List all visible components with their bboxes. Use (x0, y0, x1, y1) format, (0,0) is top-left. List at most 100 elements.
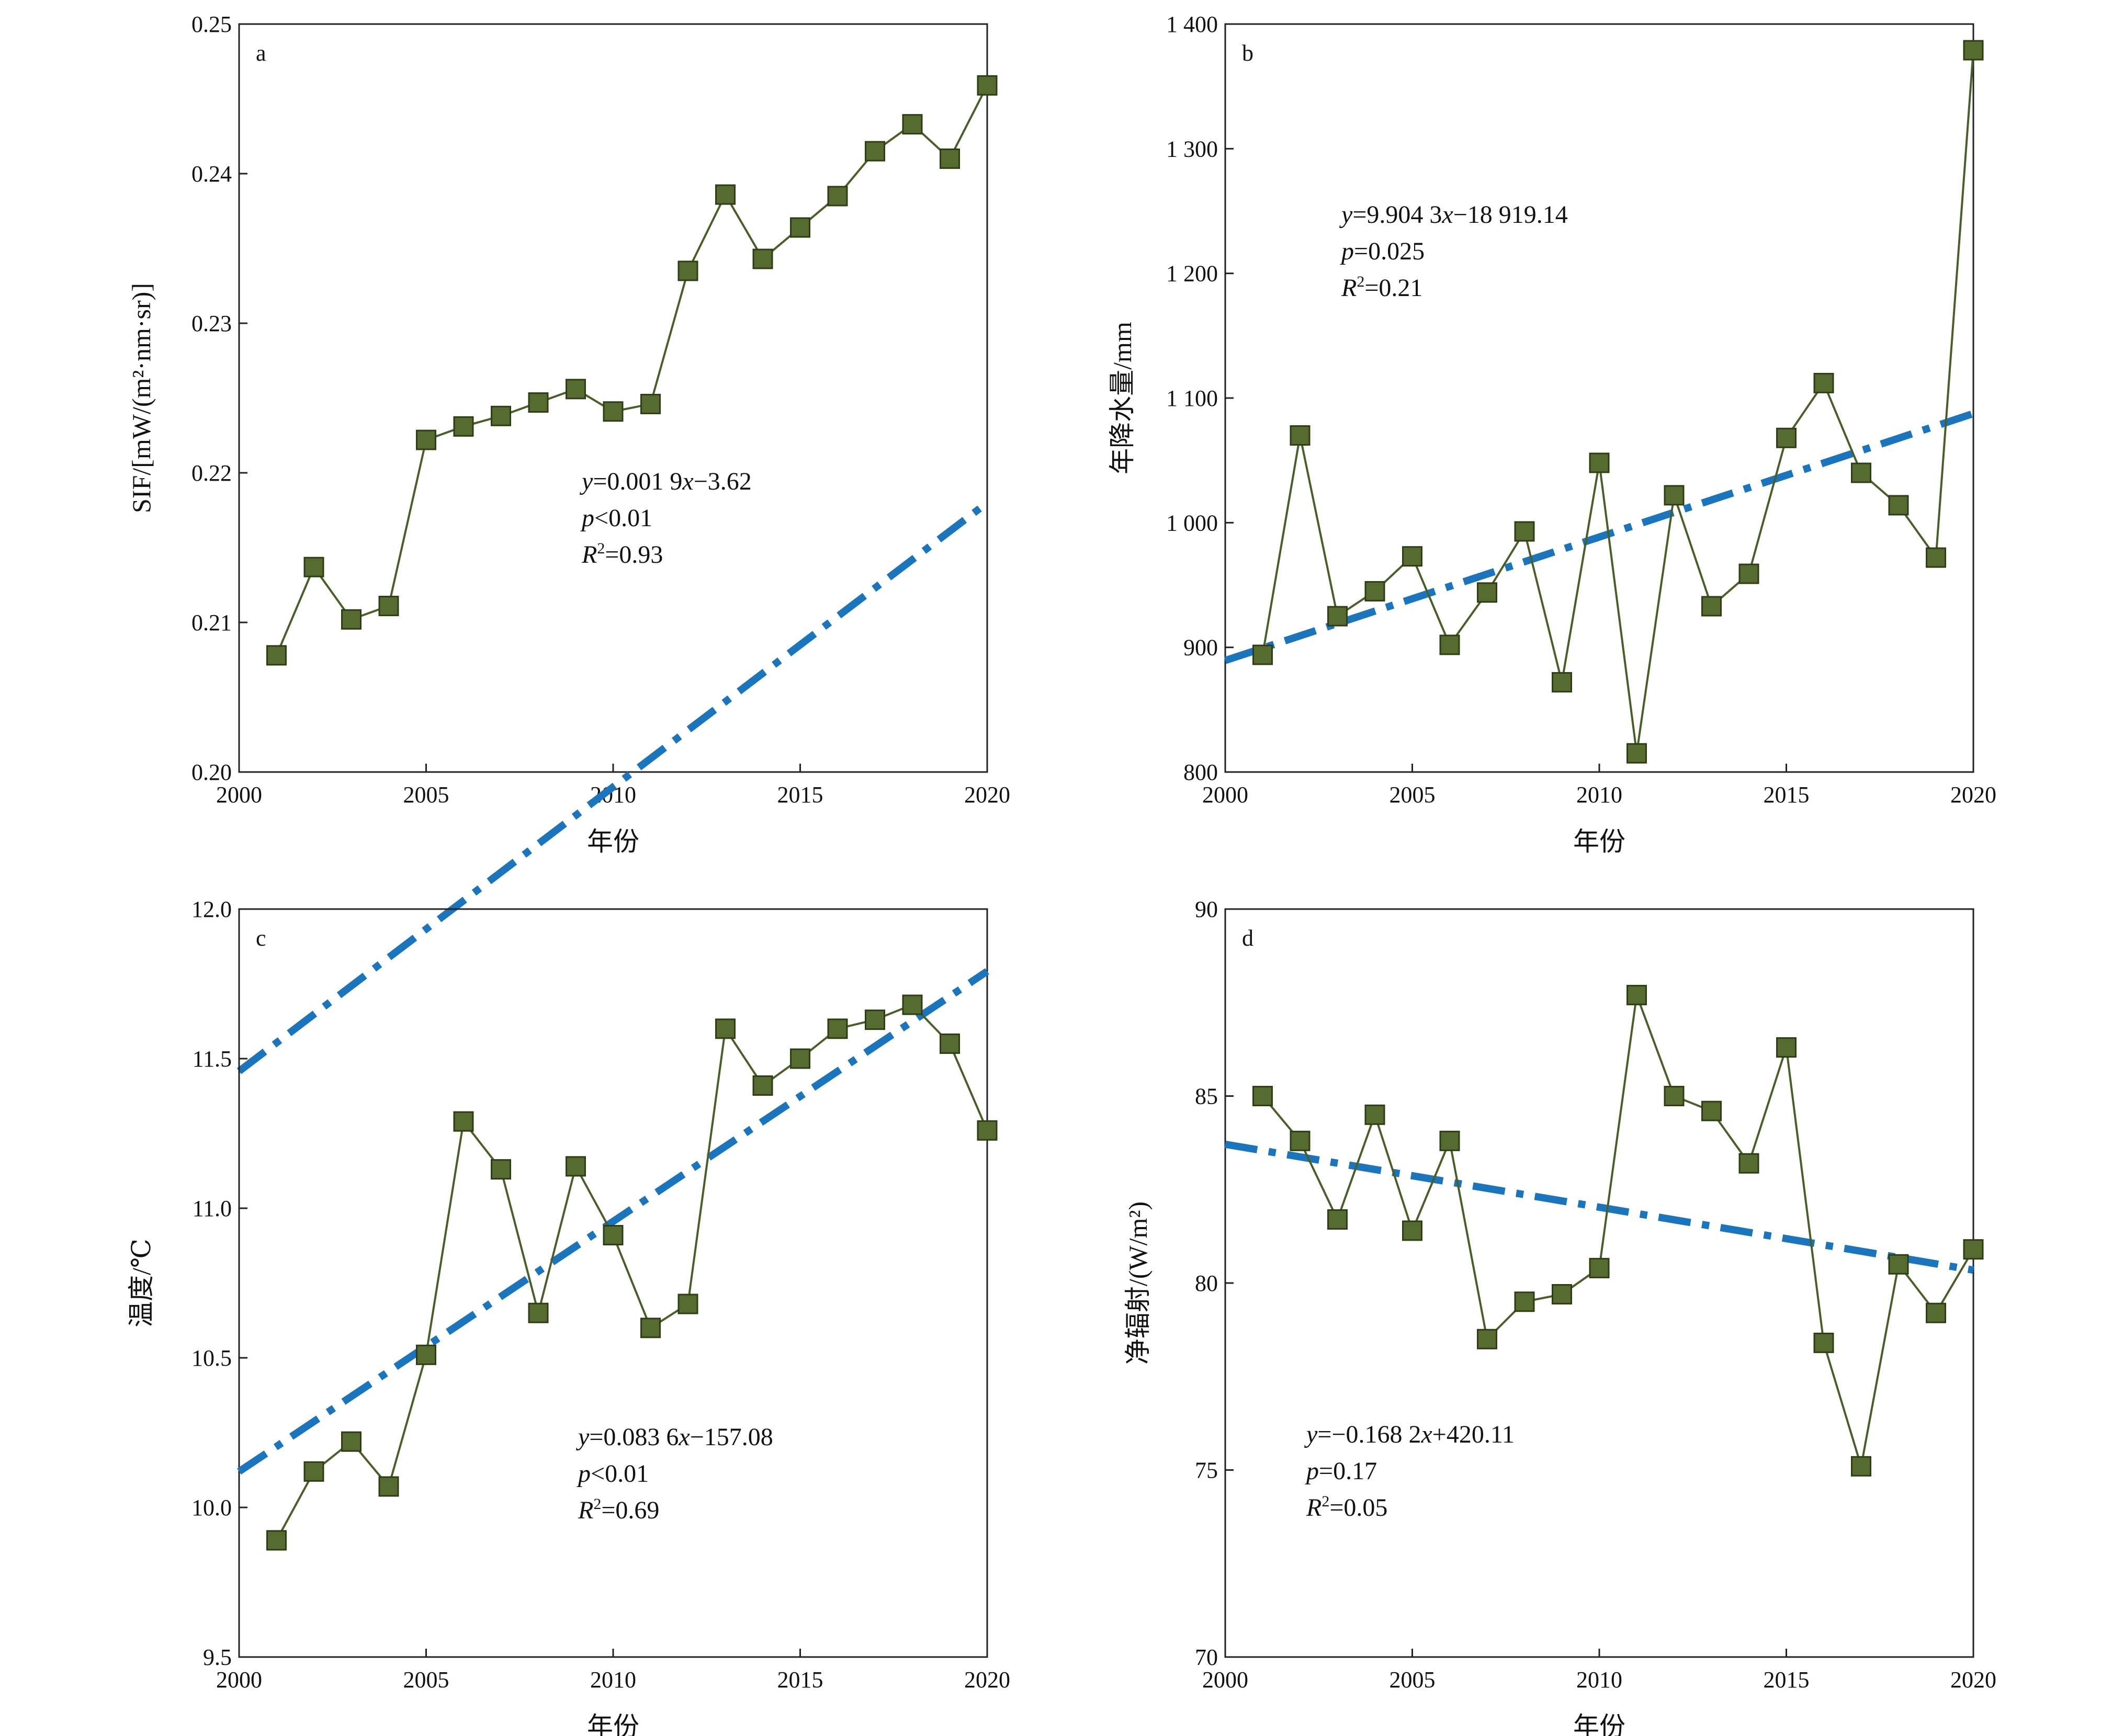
data-point-b (1888, 495, 1909, 516)
data-point-d (1851, 1456, 1871, 1477)
x-axis-label-d: 年份 (1573, 1712, 1625, 1736)
data-point-c (827, 1018, 848, 1039)
panel-letter-a: a (256, 40, 266, 66)
data-point-c (491, 1159, 511, 1180)
data-point-b (1402, 546, 1422, 567)
data-point-a (416, 429, 436, 450)
x-axis-label-b: 年份 (1573, 827, 1625, 856)
r-squared-b: R2=0.21 (1341, 273, 1422, 302)
data-point-a (303, 557, 324, 577)
data-point-c (677, 1294, 698, 1314)
data-point-d (1402, 1220, 1422, 1241)
data-point-c (790, 1048, 810, 1069)
x-tick-label-d: 2010 (1576, 1667, 1622, 1693)
data-point-b (1776, 427, 1797, 448)
x-tick-label-b: 2010 (1576, 782, 1622, 808)
x-tick-label-b: 2020 (1950, 782, 1996, 808)
data-point-c (341, 1431, 362, 1452)
regression-equation-a: y=0.001 9x−3.62 (579, 468, 752, 495)
data-point-a (677, 260, 698, 281)
data-point-c (715, 1018, 736, 1039)
y-tick-label-b: 1 400 (1166, 12, 1218, 37)
data-point-c (303, 1461, 324, 1482)
y-tick-label-c: 12.0 (191, 897, 232, 922)
data-point-b (1626, 743, 1647, 764)
data-point-d (1439, 1130, 1460, 1151)
data-point-d (1327, 1209, 1348, 1230)
y-tick-label-a: 0.21 (191, 610, 232, 636)
data-point-c (902, 994, 923, 1015)
panel-letter-c: c (256, 925, 266, 951)
y-tick-label-b: 900 (1183, 635, 1218, 661)
equation-block-b: y=9.904 3x−18 919.14 p=0.025 R2=0.21 (1339, 201, 1568, 302)
data-point-c (266, 1530, 287, 1551)
y-tick-label-d: 75 (1195, 1458, 1218, 1483)
p-value-c: p<0.01 (577, 1460, 649, 1488)
regression-equation-c: y=0.083 6x−157.08 (575, 1423, 773, 1451)
y-tick-label-c: 11.0 (193, 1196, 232, 1221)
data-point-b (1851, 462, 1871, 483)
x-tick-label-c: 2005 (403, 1667, 449, 1693)
data-point-b (1963, 40, 1984, 61)
data-point-b (1514, 521, 1535, 542)
y-tick-label-a: 0.24 (191, 161, 232, 187)
equation-block-d: y=−0.168 2x+420.11 p=0.17 R2=0.05 (1304, 1421, 1515, 1522)
data-point-b (1926, 547, 1946, 568)
data-point-a (603, 401, 624, 422)
x-tick-label-a: 2020 (964, 782, 1010, 808)
data-point-c (603, 1224, 624, 1245)
x-tick-label-b: 2000 (1202, 782, 1248, 808)
panel-letter-b: b (1242, 40, 1253, 66)
data-point-b (1252, 644, 1273, 665)
regression-equation-b: y=9.904 3x−18 919.14 (1339, 201, 1568, 229)
data-point-d (1813, 1332, 1834, 1353)
data-point-c (528, 1302, 549, 1323)
data-point-d (1364, 1104, 1385, 1125)
x-tick-label-d: 2000 (1202, 1667, 1248, 1693)
data-point-c (640, 1318, 661, 1338)
y-tick-label-d: 80 (1195, 1270, 1218, 1296)
y-tick-label-a: 0.22 (191, 460, 232, 486)
p-value-b: p=0.025 (1340, 237, 1425, 265)
x-tick-label-a: 2015 (777, 782, 823, 808)
data-point-d (1552, 1284, 1572, 1304)
data-point-b (1290, 425, 1311, 446)
x-tick-label-c: 2020 (964, 1667, 1010, 1693)
x-tick-label-c: 2000 (216, 1667, 262, 1693)
data-point-b (1738, 563, 1759, 584)
data-point-a (865, 141, 885, 162)
data-point-b (1439, 634, 1460, 655)
x-tick-label-b: 2015 (1764, 782, 1810, 808)
panel-c-temperature: c 年份 温度/℃ y=0.083 6x−157.08 p<0.01 R2=0.… (127, 897, 1010, 1736)
x-tick-label-d: 2015 (1764, 1667, 1810, 1693)
y-axis-label-d: 净辐射/(W/m²) (1123, 1201, 1153, 1365)
trend-line-c (237, 968, 989, 1475)
data-point-d (1626, 984, 1647, 1005)
series-line-d (1261, 994, 1974, 1467)
y-tick-label-c: 10.5 (191, 1345, 232, 1371)
data-point-a (528, 392, 549, 413)
data-point-a (566, 379, 586, 400)
trend-line-a (236, 500, 990, 1074)
data-point-b (1813, 372, 1834, 393)
y-tick-label-c: 11.5 (193, 1046, 232, 1072)
r-squared-a: R2=0.93 (581, 540, 663, 569)
data-point-d (1589, 1257, 1610, 1278)
data-point-a (752, 248, 773, 269)
data-point-a (902, 114, 923, 135)
data-point-d (1776, 1037, 1797, 1058)
trend-line-b (1224, 410, 1975, 664)
y-tick-label-b: 1 200 (1166, 261, 1218, 287)
x-tick-label-b: 2005 (1390, 782, 1436, 808)
data-point-d (1888, 1254, 1909, 1275)
data-point-d (1477, 1329, 1497, 1349)
y-tick-label-a: 0.23 (191, 311, 232, 336)
data-point-c (940, 1033, 960, 1054)
y-tick-label-a: 0.25 (191, 12, 232, 37)
equation-block-c: y=0.083 6x−157.08 p<0.01 R2=0.69 (575, 1423, 773, 1524)
data-point-d (1963, 1239, 1984, 1260)
y-tick-label-b: 1 300 (1166, 136, 1218, 162)
data-point-d (1514, 1291, 1535, 1312)
trend-line-d (1224, 1140, 1974, 1274)
